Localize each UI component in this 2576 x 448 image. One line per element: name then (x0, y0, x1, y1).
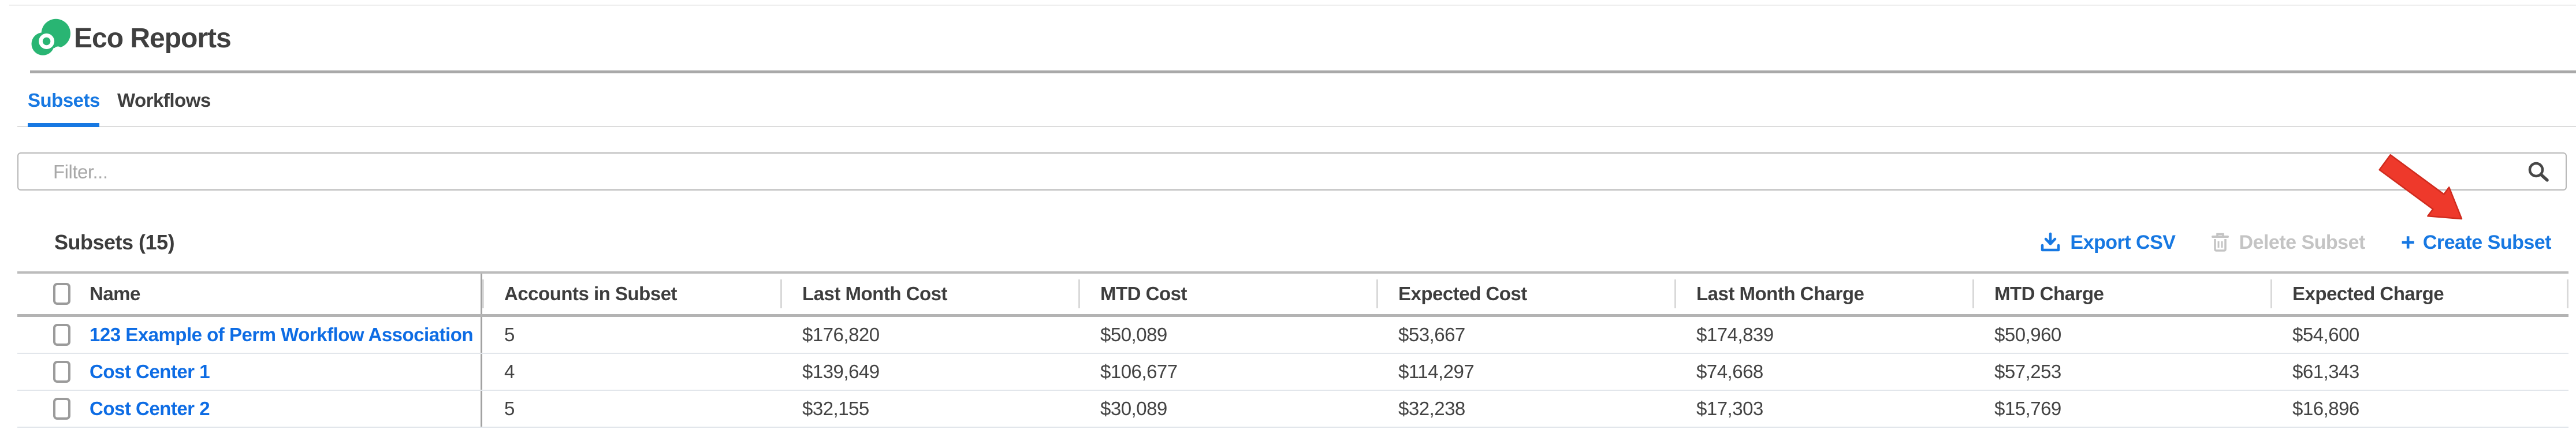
export-csv-button[interactable]: Export CSV (2040, 231, 2176, 254)
export-csv-label: Export CSV (2070, 231, 2176, 253)
mtd-charge-cell: $15,769 (1994, 398, 2061, 419)
mtd-charge-cell: $50,960 (1994, 324, 2061, 345)
subset-name-link[interactable]: Cost Center 2 (90, 398, 210, 419)
row-name-cell: Cost Center 1 (17, 354, 482, 390)
tabs-divider (17, 126, 2576, 127)
mtd-cost-cell: $106,677 (1100, 361, 1178, 382)
expected-charge-cell: $16,896 (2292, 398, 2359, 419)
expected-cost-cell: $114,297 (1398, 361, 1475, 382)
header-divider (30, 70, 2576, 73)
tab-workflows[interactable]: Workflows (117, 89, 211, 111)
create-subset-label: Create Subset (2422, 231, 2552, 253)
last-month-charge-cell: $174,839 (1696, 324, 1774, 345)
mtd-charge-cell: $57,253 (1994, 361, 2061, 382)
mtd-cost-cell: $30,089 (1100, 398, 1167, 419)
delete-subset-label: Delete Subset (2239, 231, 2365, 253)
header-cell-accounts[interactable]: Accounts in Subset (482, 274, 780, 314)
search-icon[interactable] (2527, 161, 2549, 183)
header-cell-name: Name (17, 274, 482, 314)
filter-field[interactable] (17, 152, 2567, 191)
toolbar-actions: Export CSV Delete Subset + Create Subset (2040, 229, 2552, 256)
last-month-cost-cell: $176,820 (802, 324, 880, 345)
header-cell-mtd-cost[interactable]: MTD Cost (1078, 274, 1376, 314)
last-month-charge-cell: $74,668 (1696, 361, 1763, 382)
active-tab-underline (28, 123, 99, 127)
column-label-name[interactable]: Name (90, 283, 140, 304)
table-row: Cost Center 2 5 $32,155 $30,089 $32,238 … (17, 391, 2568, 428)
expected-cost-cell: $32,238 (1398, 398, 1465, 419)
table-header-row: Name Accounts in Subset Last Month Cost … (17, 274, 2568, 317)
create-subset-button[interactable]: + Create Subset (2400, 229, 2552, 256)
plus-icon: + (2400, 229, 2415, 256)
accounts-cell: 4 (504, 361, 515, 382)
last-month-charge-cell: $17,303 (1696, 398, 1763, 419)
mtd-cost-cell: $50,089 (1100, 324, 1167, 345)
accounts-cell: 5 (504, 398, 515, 419)
table-row: Cost Center 1 4 $139,649 $106,677 $114,2… (17, 354, 2568, 391)
row-name-cell: Cost Center 2 (17, 391, 482, 427)
top-divider (9, 5, 2576, 6)
subsets-table: Name Accounts in Subset Last Month Cost … (17, 271, 2568, 428)
filter-input[interactable] (52, 155, 2480, 189)
trash-icon (2211, 232, 2229, 253)
header-cell-expected-cost[interactable]: Expected Cost (1376, 274, 1674, 314)
last-month-cost-cell: $32,155 (802, 398, 869, 419)
page-title: Eco Reports (74, 23, 232, 54)
expected-charge-cell: $54,600 (2292, 324, 2359, 345)
delete-subset-button[interactable]: Delete Subset (2211, 232, 2365, 254)
tab-subsets[interactable]: Subsets (28, 89, 100, 111)
section-title: Subsets (15) (54, 230, 175, 254)
subset-name-link[interactable]: Cost Center 1 (90, 361, 210, 382)
header-cell-expected-charge[interactable]: Expected Charge (2270, 274, 2568, 314)
expected-charge-cell: $61,343 (2292, 361, 2359, 382)
row-checkbox[interactable] (53, 361, 70, 383)
row-name-cell: 123 Example of Perm Workflow Association (17, 317, 482, 353)
eco-logo-icon (31, 18, 70, 56)
header-cell-mtd-charge[interactable]: MTD Charge (1972, 274, 2270, 314)
download-icon (2040, 232, 2061, 253)
table-row: 123 Example of Perm Workflow Association… (17, 317, 2568, 354)
row-checkbox[interactable] (53, 398, 70, 420)
subset-name-link[interactable]: 123 Example of Perm Workflow Association (90, 324, 474, 345)
select-all-checkbox[interactable] (53, 283, 70, 305)
expected-cost-cell: $53,667 (1398, 324, 1465, 345)
accounts-cell: 5 (504, 324, 515, 345)
header-cell-last-month-charge[interactable]: Last Month Charge (1674, 274, 1972, 314)
row-checkbox[interactable] (53, 324, 70, 346)
header-cell-last-month-cost[interactable]: Last Month Cost (780, 274, 1078, 314)
last-month-cost-cell: $139,649 (802, 361, 880, 382)
